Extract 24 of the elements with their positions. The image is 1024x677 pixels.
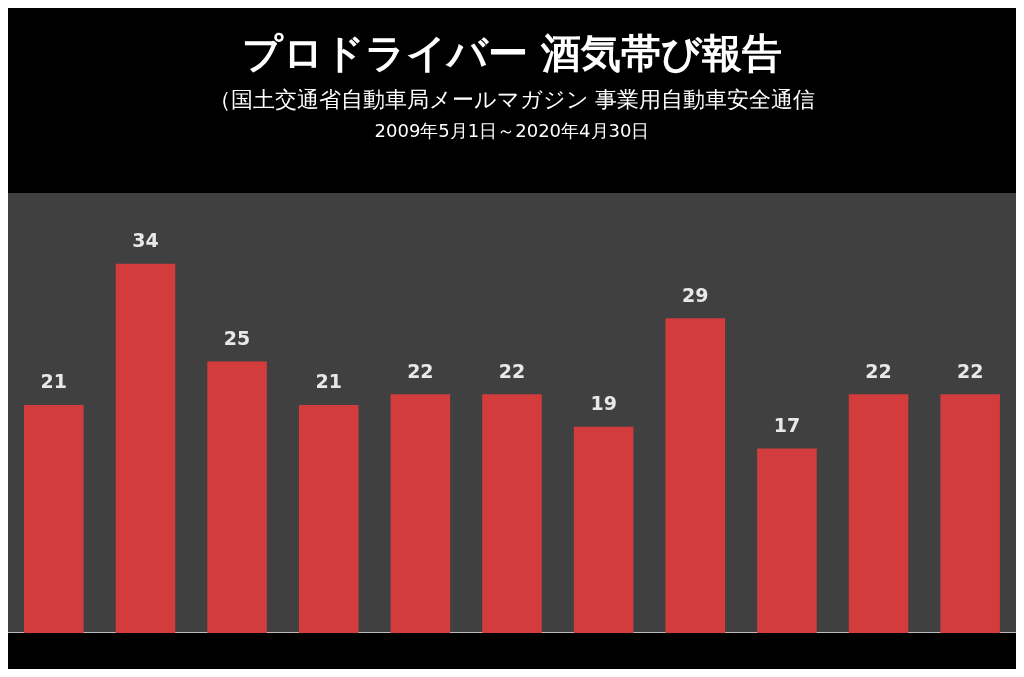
data-label: 17 [773, 413, 801, 436]
data-label: 22 [956, 359, 984, 382]
bar [940, 394, 1000, 633]
bar [482, 394, 542, 633]
data-label: 21 [40, 370, 68, 393]
bar [24, 405, 84, 633]
bar [573, 426, 634, 633]
bar [390, 394, 451, 633]
data-label: 34 [132, 229, 159, 252]
bar [848, 394, 909, 633]
data-label: 29 [682, 283, 709, 306]
bar [115, 263, 176, 633]
bar [298, 405, 359, 633]
data-label: 22 [407, 359, 434, 382]
chart-subtitle: （国土交通省自動車局メールマガジン 事業用自動車安全通信 2009年5月1日～2020年4月30日 [207, 86, 817, 143]
data-label: 22 [865, 359, 892, 382]
data-label: 21 [315, 370, 342, 393]
bar [665, 318, 726, 633]
bar [757, 448, 817, 633]
data-label: 22 [498, 359, 526, 382]
data-label: 25 [223, 327, 251, 350]
chart-title: プロドライバー 酒気帯び報告 [240, 29, 784, 78]
data-label: 19 [590, 392, 617, 415]
bar [207, 361, 267, 633]
